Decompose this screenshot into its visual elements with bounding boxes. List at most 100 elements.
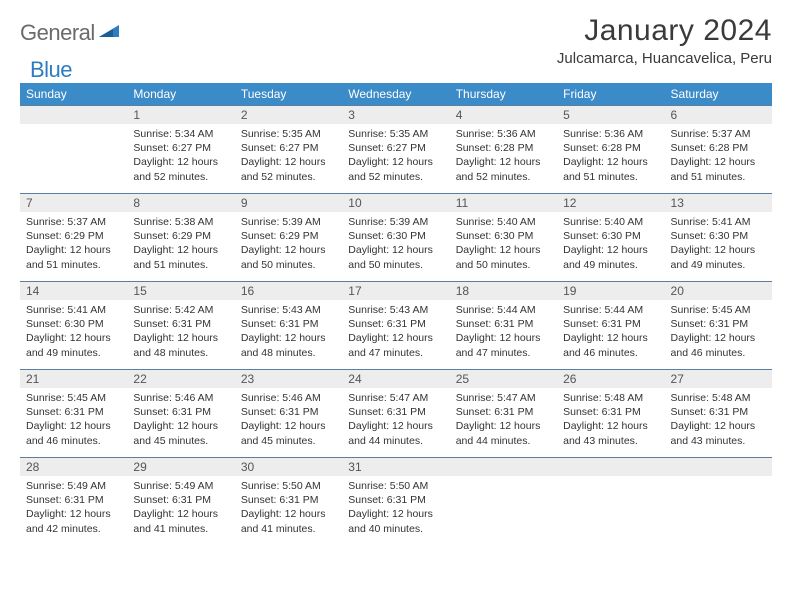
- day-details: Sunrise: 5:50 AMSunset: 6:31 PMDaylight:…: [235, 476, 342, 540]
- weekday-header-row: SundayMondayTuesdayWednesdayThursdayFrid…: [20, 83, 772, 105]
- day-number-empty: [450, 457, 557, 476]
- weekday-header: Wednesday: [342, 83, 449, 105]
- day-details: Sunrise: 5:35 AMSunset: 6:27 PMDaylight:…: [342, 124, 449, 188]
- calendar-day: 4Sunrise: 5:36 AMSunset: 6:28 PMDaylight…: [450, 105, 557, 193]
- calendar-day: 5Sunrise: 5:36 AMSunset: 6:28 PMDaylight…: [557, 105, 664, 193]
- day-details: Sunrise: 5:41 AMSunset: 6:30 PMDaylight:…: [665, 212, 772, 276]
- logo-text-general: General: [20, 20, 95, 46]
- day-number: 6: [665, 105, 772, 124]
- day-details: Sunrise: 5:40 AMSunset: 6:30 PMDaylight:…: [450, 212, 557, 276]
- logo: General: [20, 14, 123, 46]
- calendar-row: 28Sunrise: 5:49 AMSunset: 6:31 PMDayligh…: [20, 457, 772, 545]
- day-details: Sunrise: 5:45 AMSunset: 6:31 PMDaylight:…: [665, 300, 772, 364]
- day-number: 7: [20, 193, 127, 212]
- calendar-day: 20Sunrise: 5:45 AMSunset: 6:31 PMDayligh…: [665, 281, 772, 369]
- weekday-header: Sunday: [20, 83, 127, 105]
- calendar-row: 14Sunrise: 5:41 AMSunset: 6:30 PMDayligh…: [20, 281, 772, 369]
- day-number: 22: [127, 369, 234, 388]
- logo-text-blue: Blue: [30, 57, 72, 83]
- calendar-day-empty: [557, 457, 664, 545]
- day-details: Sunrise: 5:42 AMSunset: 6:31 PMDaylight:…: [127, 300, 234, 364]
- day-number: 27: [665, 369, 772, 388]
- calendar-day: 22Sunrise: 5:46 AMSunset: 6:31 PMDayligh…: [127, 369, 234, 457]
- day-details: Sunrise: 5:45 AMSunset: 6:31 PMDaylight:…: [20, 388, 127, 452]
- day-details: Sunrise: 5:49 AMSunset: 6:31 PMDaylight:…: [20, 476, 127, 540]
- day-details: Sunrise: 5:44 AMSunset: 6:31 PMDaylight:…: [450, 300, 557, 364]
- calendar-day: 3Sunrise: 5:35 AMSunset: 6:27 PMDaylight…: [342, 105, 449, 193]
- day-number-empty: [20, 105, 127, 124]
- day-details: Sunrise: 5:41 AMSunset: 6:30 PMDaylight:…: [20, 300, 127, 364]
- day-number: 21: [20, 369, 127, 388]
- day-details: Sunrise: 5:36 AMSunset: 6:28 PMDaylight:…: [450, 124, 557, 188]
- calendar-day: 18Sunrise: 5:44 AMSunset: 6:31 PMDayligh…: [450, 281, 557, 369]
- calendar-day-empty: [450, 457, 557, 545]
- calendar-day: 10Sunrise: 5:39 AMSunset: 6:30 PMDayligh…: [342, 193, 449, 281]
- calendar-day: 25Sunrise: 5:47 AMSunset: 6:31 PMDayligh…: [450, 369, 557, 457]
- day-number: 16: [235, 281, 342, 300]
- calendar-day: 16Sunrise: 5:43 AMSunset: 6:31 PMDayligh…: [235, 281, 342, 369]
- day-number: 23: [235, 369, 342, 388]
- weekday-header: Monday: [127, 83, 234, 105]
- calendar-day: 29Sunrise: 5:49 AMSunset: 6:31 PMDayligh…: [127, 457, 234, 545]
- calendar-day: 24Sunrise: 5:47 AMSunset: 6:31 PMDayligh…: [342, 369, 449, 457]
- calendar-day: 31Sunrise: 5:50 AMSunset: 6:31 PMDayligh…: [342, 457, 449, 545]
- calendar-day: 6Sunrise: 5:37 AMSunset: 6:28 PMDaylight…: [665, 105, 772, 193]
- day-details: Sunrise: 5:46 AMSunset: 6:31 PMDaylight:…: [235, 388, 342, 452]
- day-number: 17: [342, 281, 449, 300]
- weekday-header: Friday: [557, 83, 664, 105]
- day-details: Sunrise: 5:37 AMSunset: 6:29 PMDaylight:…: [20, 212, 127, 276]
- day-details: Sunrise: 5:39 AMSunset: 6:29 PMDaylight:…: [235, 212, 342, 276]
- calendar-day: 11Sunrise: 5:40 AMSunset: 6:30 PMDayligh…: [450, 193, 557, 281]
- logo-triangle-icon: [99, 23, 121, 44]
- calendar-day: 15Sunrise: 5:42 AMSunset: 6:31 PMDayligh…: [127, 281, 234, 369]
- calendar-day: 28Sunrise: 5:49 AMSunset: 6:31 PMDayligh…: [20, 457, 127, 545]
- calendar-day: 9Sunrise: 5:39 AMSunset: 6:29 PMDaylight…: [235, 193, 342, 281]
- calendar-day: 13Sunrise: 5:41 AMSunset: 6:30 PMDayligh…: [665, 193, 772, 281]
- calendar-row: 7Sunrise: 5:37 AMSunset: 6:29 PMDaylight…: [20, 193, 772, 281]
- calendar-day: 2Sunrise: 5:35 AMSunset: 6:27 PMDaylight…: [235, 105, 342, 193]
- day-number: 15: [127, 281, 234, 300]
- title-block: January 2024 Julcamarca, Huancavelica, P…: [557, 14, 772, 67]
- calendar-row: 21Sunrise: 5:45 AMSunset: 6:31 PMDayligh…: [20, 369, 772, 457]
- calendar-day: 30Sunrise: 5:50 AMSunset: 6:31 PMDayligh…: [235, 457, 342, 545]
- calendar-day: 8Sunrise: 5:38 AMSunset: 6:29 PMDaylight…: [127, 193, 234, 281]
- calendar-day: 21Sunrise: 5:45 AMSunset: 6:31 PMDayligh…: [20, 369, 127, 457]
- day-details: Sunrise: 5:40 AMSunset: 6:30 PMDaylight:…: [557, 212, 664, 276]
- day-details: Sunrise: 5:36 AMSunset: 6:28 PMDaylight:…: [557, 124, 664, 188]
- day-number: 20: [665, 281, 772, 300]
- day-number: 4: [450, 105, 557, 124]
- day-details: Sunrise: 5:50 AMSunset: 6:31 PMDaylight:…: [342, 476, 449, 540]
- day-number: 3: [342, 105, 449, 124]
- day-details: Sunrise: 5:48 AMSunset: 6:31 PMDaylight:…: [665, 388, 772, 452]
- day-number: 28: [20, 457, 127, 476]
- day-details: Sunrise: 5:44 AMSunset: 6:31 PMDaylight:…: [557, 300, 664, 364]
- day-number: 13: [665, 193, 772, 212]
- day-number: 29: [127, 457, 234, 476]
- day-number: 9: [235, 193, 342, 212]
- day-details: Sunrise: 5:47 AMSunset: 6:31 PMDaylight:…: [450, 388, 557, 452]
- day-number-empty: [665, 457, 772, 476]
- calendar-day-empty: [665, 457, 772, 545]
- month-title: January 2024: [557, 14, 772, 48]
- weekday-header: Saturday: [665, 83, 772, 105]
- day-details: Sunrise: 5:49 AMSunset: 6:31 PMDaylight:…: [127, 476, 234, 540]
- day-number: 25: [450, 369, 557, 388]
- day-number: 30: [235, 457, 342, 476]
- location: Julcamarca, Huancavelica, Peru: [557, 50, 772, 67]
- calendar-day: 14Sunrise: 5:41 AMSunset: 6:30 PMDayligh…: [20, 281, 127, 369]
- weekday-header: Thursday: [450, 83, 557, 105]
- calendar-table: SundayMondayTuesdayWednesdayThursdayFrid…: [20, 83, 772, 545]
- weekday-header: Tuesday: [235, 83, 342, 105]
- day-number: 31: [342, 457, 449, 476]
- day-number: 10: [342, 193, 449, 212]
- calendar-day-empty: [20, 105, 127, 193]
- calendar-day: 27Sunrise: 5:48 AMSunset: 6:31 PMDayligh…: [665, 369, 772, 457]
- day-details: Sunrise: 5:48 AMSunset: 6:31 PMDaylight:…: [557, 388, 664, 452]
- day-details: Sunrise: 5:38 AMSunset: 6:29 PMDaylight:…: [127, 212, 234, 276]
- day-number: 18: [450, 281, 557, 300]
- day-number: 11: [450, 193, 557, 212]
- day-number: 19: [557, 281, 664, 300]
- day-details: Sunrise: 5:34 AMSunset: 6:27 PMDaylight:…: [127, 124, 234, 188]
- day-details: Sunrise: 5:46 AMSunset: 6:31 PMDaylight:…: [127, 388, 234, 452]
- day-number: 2: [235, 105, 342, 124]
